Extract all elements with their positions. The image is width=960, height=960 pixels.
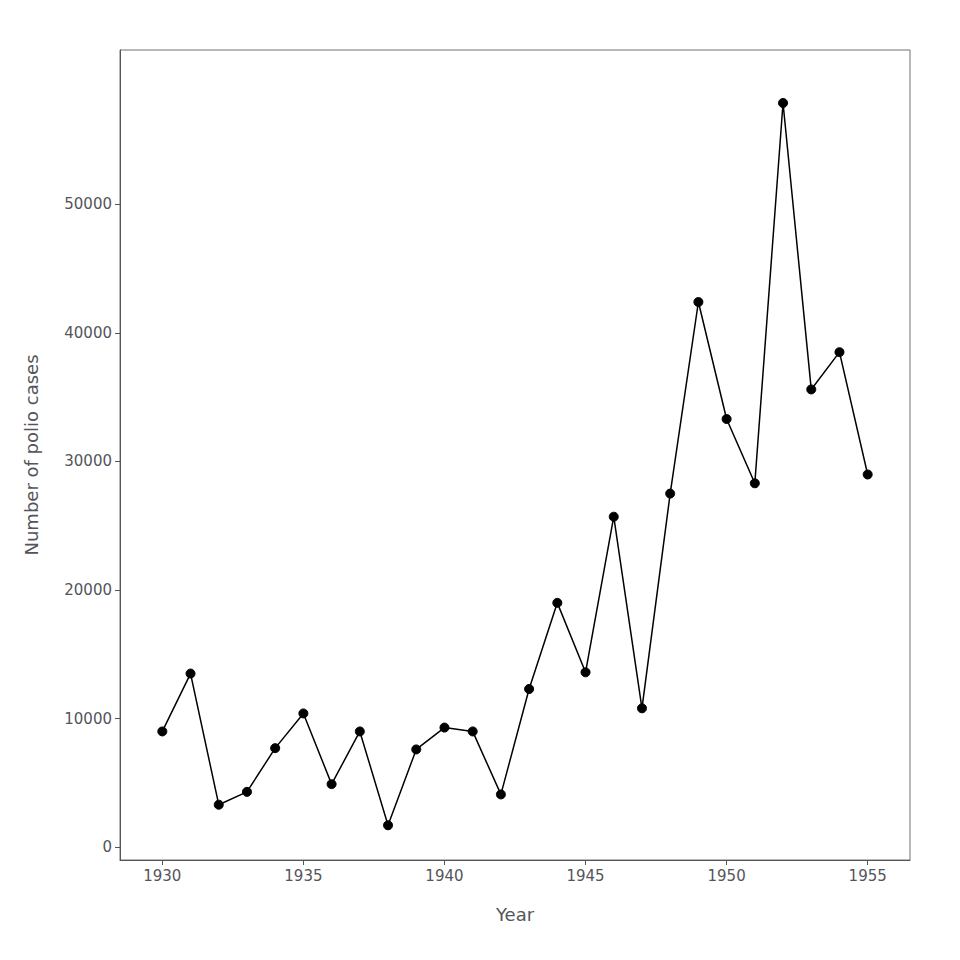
svg-text:1935: 1935	[284, 867, 322, 885]
svg-text:1950: 1950	[708, 867, 746, 885]
svg-text:30000: 30000	[64, 452, 112, 470]
svg-text:50000: 50000	[64, 195, 112, 213]
svg-text:0: 0	[102, 838, 112, 856]
svg-text:10000: 10000	[64, 710, 112, 728]
svg-text:1930: 1930	[143, 867, 181, 885]
svg-text:1940: 1940	[425, 867, 463, 885]
svg-text:40000: 40000	[64, 324, 112, 342]
svg-text:1955: 1955	[849, 867, 887, 885]
svg-text:Number of polio cases: Number of polio cases	[21, 354, 42, 555]
svg-text:20000: 20000	[64, 581, 112, 599]
svg-text:Year: Year	[495, 904, 535, 925]
svg-text:1945: 1945	[566, 867, 604, 885]
